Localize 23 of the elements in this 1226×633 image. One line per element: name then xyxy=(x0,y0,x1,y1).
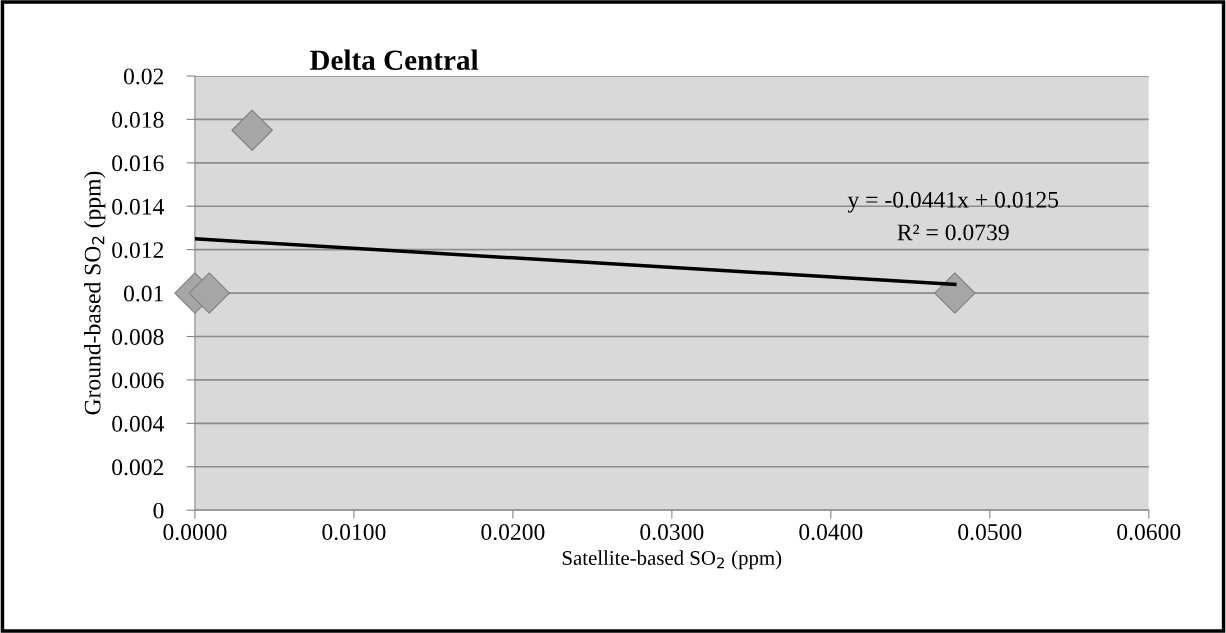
y-tick-label: 0.006 xyxy=(112,372,164,389)
y-tick-label: 0.002 xyxy=(112,459,164,476)
y-tick-label: 0.016 xyxy=(112,155,164,172)
x-axis-title: Satellite-based SO$_{2}$ (ppm) xyxy=(562,550,782,570)
chart-title: Delta Central xyxy=(309,49,479,71)
x-tick-label: 0.0000 xyxy=(163,524,227,541)
y-tick-label: 0 xyxy=(153,502,164,519)
x-tick-label: 0.0300 xyxy=(640,524,704,541)
x-tick-label: 0.0500 xyxy=(958,524,1022,541)
y-axis-title: Ground-based SO$_{2}$ (ppm) xyxy=(83,171,106,415)
y-tick-label: 0.02 xyxy=(123,68,164,85)
y-tick-label: 0.01 xyxy=(123,285,163,302)
x-tick-label: 0.0100 xyxy=(322,524,386,541)
x-tick-label: 0.0600 xyxy=(1117,524,1181,541)
x-tick-label: 0.0200 xyxy=(481,524,545,541)
annotation: R² = 0.0739 xyxy=(897,224,1009,241)
annotation: y = -0.0441x + 0.0125 xyxy=(847,191,1059,213)
y-tick-label: 0.008 xyxy=(112,328,164,346)
y-tick-label: 0.012 xyxy=(112,242,164,259)
x-tick-label: 0.0400 xyxy=(799,524,863,541)
y-tick-label: 0.018 xyxy=(112,111,164,128)
y-tick-label: 0.004 xyxy=(112,415,165,432)
y-tick-label: 0.014 xyxy=(112,198,165,215)
